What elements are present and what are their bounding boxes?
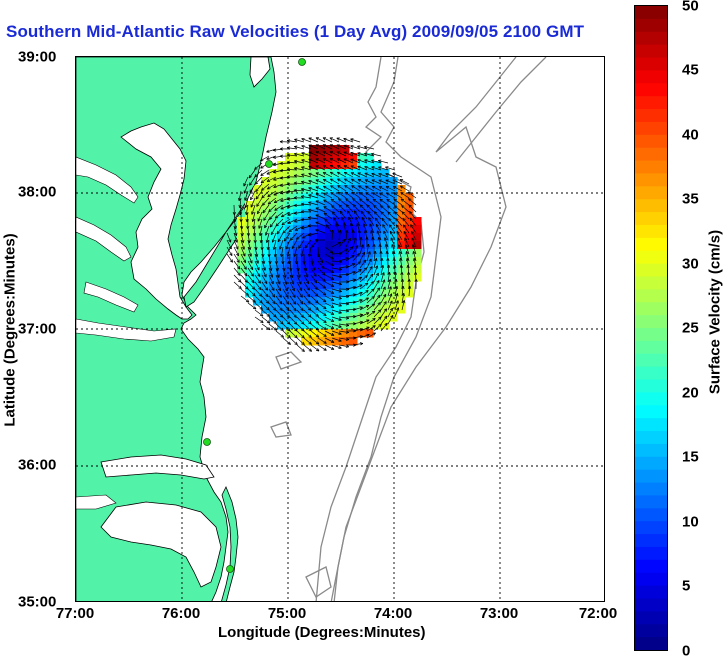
map-panel — [75, 56, 605, 602]
map-title: Southern Mid-Atlantic Raw Velocities (1 … — [6, 22, 584, 42]
colorbar-tick: 45 — [682, 62, 699, 79]
colorbar — [634, 5, 668, 651]
colorbar-tick: 10 — [682, 514, 699, 531]
y-tick-label: 35:00 — [18, 594, 56, 611]
colorbar-tick: 35 — [682, 191, 699, 208]
y-tick-label: 37:00 — [18, 321, 56, 338]
station-marker — [227, 566, 234, 573]
colorbar-label: Surface Velocity (cm/s) — [707, 230, 724, 394]
colorbar-tick: 5 — [682, 578, 690, 595]
y-tick-label: 39:00 — [18, 49, 56, 66]
x-tick-label: 76:00 — [162, 605, 200, 622]
station-marker — [299, 59, 306, 66]
map-canvas — [76, 57, 605, 602]
x-tick-label: 73:00 — [480, 605, 518, 622]
land — [76, 57, 276, 602]
station-marker — [266, 161, 273, 168]
x-axis-label: Longitude (Degrees:Minutes) — [218, 624, 426, 641]
y-tick-label: 36:00 — [18, 457, 56, 474]
colorbar-tick: 25 — [682, 320, 699, 337]
x-tick-label: 72:00 — [579, 605, 617, 622]
colorbar-tick: 40 — [682, 127, 699, 144]
station-marker — [204, 439, 211, 446]
y-axis-label: Latitude (Degrees:Minutes) — [2, 233, 19, 426]
colorbar-tick: 20 — [682, 385, 699, 402]
colorbar-tick: 50 — [682, 0, 699, 15]
colorbar-gradient — [635, 6, 667, 650]
y-tick-label: 38:00 — [18, 184, 56, 201]
x-tick-label: 77:00 — [56, 605, 94, 622]
x-tick-label: 74:00 — [374, 605, 412, 622]
x-tick-label: 75:00 — [268, 605, 306, 622]
colorbar-tick: 0 — [682, 643, 690, 660]
colorbar-tick: 30 — [682, 256, 699, 273]
colorbar-tick: 15 — [682, 449, 699, 466]
title-overlap-mask — [600, 20, 634, 48]
